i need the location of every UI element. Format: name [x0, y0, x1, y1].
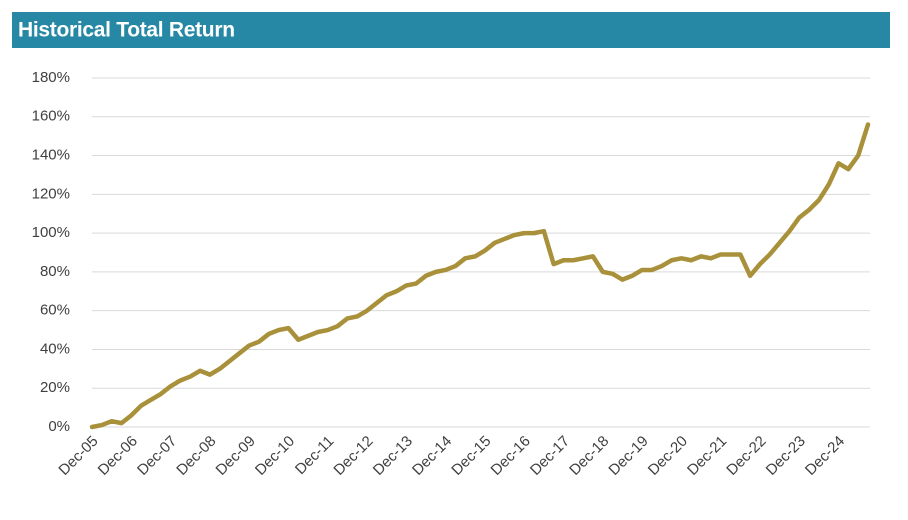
x-tick-label: Dec-23: [763, 433, 809, 479]
y-tick-label: 140%: [32, 147, 70, 164]
y-tick-label: 0%: [48, 418, 70, 435]
data-line: [89, 122, 871, 430]
x-tick-label: Dec-08: [173, 433, 219, 479]
x-tick-label: Dec-11: [292, 433, 337, 478]
x-tick-label: Dec-17: [527, 433, 573, 479]
x-tick-label: Dec-19: [605, 433, 651, 479]
x-tick-label: Dec-07: [134, 433, 180, 479]
x-tick-label: Dec-20: [645, 433, 691, 479]
x-tick-label: Dec-12: [330, 433, 376, 479]
x-tick-label: Dec-05: [55, 433, 101, 479]
y-tick-label: 160%: [32, 108, 70, 125]
y-tick-label: 40%: [40, 340, 70, 357]
x-tick-label: Dec-13: [370, 433, 416, 479]
y-tick-label: 60%: [40, 302, 70, 319]
x-tick-label: Dec-09: [213, 433, 259, 479]
chart-title: Historical Total Return: [18, 19, 235, 42]
x-tick-label: Dec-15: [448, 433, 494, 479]
x-tick-label: Dec-18: [566, 433, 612, 479]
title-bar: [12, 12, 890, 48]
y-tick-label: 20%: [40, 379, 70, 396]
y-tick-label: 80%: [40, 263, 70, 280]
x-tick-label: Dec-06: [95, 433, 141, 479]
x-tick-label: Dec-14: [409, 433, 455, 479]
x-tick-label: Dec-22: [723, 433, 769, 479]
x-tick-label: Dec-16: [488, 433, 534, 479]
x-tick-label: Dec-24: [802, 433, 848, 479]
x-tick-label: Dec-21: [684, 433, 730, 479]
y-tick-label: 120%: [32, 185, 70, 202]
x-tick-label: Dec-10: [252, 433, 298, 479]
y-tick-label: 100%: [32, 224, 70, 241]
y-tick-label: 180%: [32, 69, 70, 86]
